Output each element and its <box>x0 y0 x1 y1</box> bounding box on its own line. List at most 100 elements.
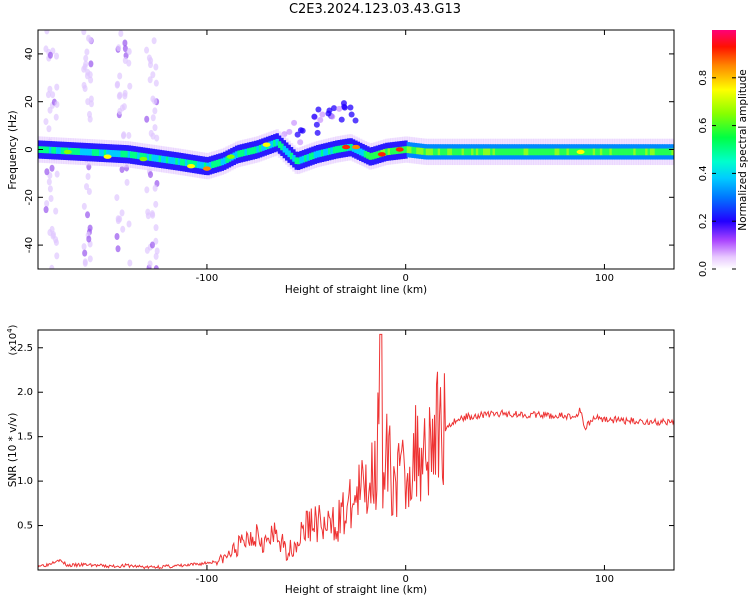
spectrogram-core <box>149 154 153 161</box>
spectrogram-core <box>463 148 468 156</box>
spectrogram-streak <box>48 195 54 203</box>
spectrogram-core <box>60 147 65 155</box>
spectrogram-core <box>490 148 494 156</box>
spectrogram-core <box>273 139 277 147</box>
spectrogram-core <box>275 138 279 146</box>
spectrogram-core <box>604 148 609 156</box>
spectrogram-core <box>323 149 327 156</box>
spectrogram-core <box>242 149 246 157</box>
spectrogram-core <box>657 148 661 156</box>
spectrogram-streak <box>115 215 121 223</box>
spectrogram-core <box>432 148 437 156</box>
spectrogram-core <box>141 153 146 160</box>
spectrogram-streak <box>87 224 93 232</box>
snr-x-tick-label: -100 <box>196 574 219 585</box>
colorbar-label: Normalized spectral amplitude <box>737 69 749 230</box>
spectrogram-core <box>618 148 623 156</box>
spectrogram-core <box>647 148 651 156</box>
spectrogram-core <box>304 154 308 162</box>
spectrogram-core <box>127 151 132 158</box>
spectrogram-core <box>53 147 58 154</box>
spectrogram-feature <box>348 111 355 118</box>
spectrogram-streak <box>50 232 56 240</box>
spectrogram-core <box>478 148 482 156</box>
spectrogram-streak <box>114 194 120 202</box>
colorbar-tick-label: 0.8 <box>698 70 709 86</box>
spectrogram-streak <box>82 63 88 71</box>
spectrogram-core <box>595 148 599 156</box>
spectrogram-x-ticks: -100 0 100 <box>196 30 614 284</box>
spectrogram-core <box>654 148 659 156</box>
spectrogram-core <box>337 145 341 153</box>
spectrogram-core <box>211 161 215 169</box>
spectrogram-core <box>599 148 604 156</box>
spectrogram-core <box>540 148 544 156</box>
spectrogram-core <box>208 162 213 169</box>
spectrogram-core <box>239 149 244 157</box>
spectrogram-core <box>163 156 167 163</box>
spectrogram-core <box>385 148 389 156</box>
spectrogram-core <box>318 150 322 157</box>
spectrogram-streak <box>54 83 60 91</box>
spectrogram-core <box>192 160 196 168</box>
spectrogram-core <box>194 161 198 168</box>
spectrogram-core <box>356 147 360 155</box>
spectrogram-core <box>122 150 127 158</box>
spectrogram-core <box>621 148 625 156</box>
spectrogram-streak <box>122 57 128 65</box>
spectrogram-core <box>225 156 229 163</box>
spectrogram-core <box>471 148 475 156</box>
spectrogram-core <box>75 148 79 155</box>
spectrogram-core <box>289 152 294 160</box>
colorbar-tick-label: 0.2 <box>698 213 709 229</box>
spectrogram-core <box>549 148 554 156</box>
spectrogram-streak <box>118 30 124 37</box>
spectrogram-core <box>492 148 496 156</box>
spectrogram-core <box>437 148 442 156</box>
spectrogram-core <box>51 146 55 154</box>
spectrogram-streak <box>153 79 159 87</box>
spectrogram-core <box>349 143 353 151</box>
spectrogram-core <box>115 150 120 158</box>
spectrogram-core <box>587 148 592 156</box>
spectrogram-core <box>568 148 573 156</box>
spectrogram-core <box>223 157 227 165</box>
spectrogram-core <box>44 146 48 154</box>
spectrogram-core <box>292 155 296 162</box>
spectrogram-streak <box>126 48 132 56</box>
spectrogram-streak <box>124 178 130 186</box>
spectrogram-streak <box>148 171 154 179</box>
spectrogram-streak <box>150 71 156 79</box>
spectrogram-core <box>134 152 139 159</box>
spectrogram-core <box>246 148 251 155</box>
spectrogram-core <box>561 148 566 156</box>
spectrogram-core <box>559 148 563 156</box>
spectrogram-core <box>165 156 170 164</box>
spectrogram-core <box>189 160 194 167</box>
colorbar: 0.0 0.2 0.4 0.6 0.8 Normalized spectral ampl… <box>698 30 749 277</box>
spectrogram-core <box>280 143 284 151</box>
spectrogram-streak <box>44 200 50 208</box>
spectrogram-core <box>363 150 368 158</box>
spectrogram-core <box>153 154 158 162</box>
spectrogram-streak <box>115 80 121 88</box>
spectrogram-streak <box>151 37 157 45</box>
spectrogram-core <box>70 147 74 155</box>
spectrogram-hotspot <box>202 166 211 171</box>
spectrogram-core <box>671 148 674 156</box>
spectrogram-streak <box>45 91 51 99</box>
spectrogram-core <box>566 148 570 156</box>
spectrogram-core <box>669 148 673 156</box>
spectrogram-streak <box>87 255 93 263</box>
spectrogram-streak <box>54 100 60 108</box>
spectrogram-core <box>139 152 143 160</box>
spectrogram-streak <box>82 249 88 257</box>
spectrogram-core <box>645 148 649 156</box>
spectrogram-streak <box>53 207 59 215</box>
spectrogram-core <box>72 148 77 155</box>
spectrogram-core <box>554 148 558 156</box>
spectrogram-streak <box>120 225 126 233</box>
spectrogram-feature <box>325 110 332 117</box>
spectrogram-core <box>418 147 422 155</box>
spectrogram-core <box>82 148 86 156</box>
